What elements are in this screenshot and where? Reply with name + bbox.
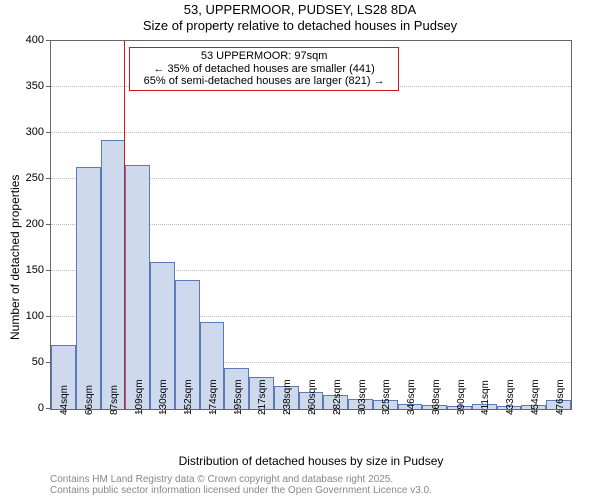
x-axis-title: Distribution of detached houses by size … [50,454,572,468]
plot-area: 05010015020025030035040044sqm66sqm87sqm1… [50,40,572,410]
y-tick [46,40,51,41]
y-tick-label: 400 [4,34,44,46]
y-tick [46,316,51,317]
x-tick [336,409,337,414]
x-tick [162,409,163,414]
annotation-line-1: 53 UPPERMOOR: 97sqm [134,50,394,63]
x-tick [138,409,139,414]
x-tick [435,409,436,414]
y-tick [46,86,51,87]
y-tick-label: 0 [4,402,44,414]
x-tick [361,409,362,414]
y-tick-label: 250 [4,172,44,184]
x-tick [237,409,238,414]
y-tick-label: 300 [4,126,44,138]
annotation-line-3: 65% of semi-detached houses are larger (… [134,75,394,88]
x-tick [534,409,535,414]
y-tick-label: 200 [4,218,44,230]
x-tick [261,409,262,414]
x-tick [113,409,114,414]
attribution-line-2: Contains public sector information licen… [50,485,432,496]
x-tick [410,409,411,414]
histogram-bar [76,167,101,409]
x-tick [311,409,312,414]
annotation-box: 53 UPPERMOOR: 97sqm← 35% of detached hou… [129,47,399,91]
x-tick [460,409,461,414]
y-tick [46,178,51,179]
x-tick [509,409,510,414]
y-tick-label: 100 [4,310,44,322]
x-tick [286,409,287,414]
y-tick-label: 350 [4,80,44,92]
chart-title: 53, UPPERMOOR, PUDSEY, LS28 8DA [0,2,600,17]
x-tick [212,409,213,414]
marker-line [124,41,125,409]
histogram-bar [101,140,126,409]
y-tick [46,224,51,225]
y-tick [46,132,51,133]
gridline [51,132,571,133]
chart-container: 53, UPPERMOOR, PUDSEY, LS28 8DA Size of … [0,0,600,500]
attribution-line-1: Contains HM Land Registry data © Crown c… [50,474,393,485]
y-tick-label: 150 [4,264,44,276]
chart-subtitle: Size of property relative to detached ho… [0,18,600,33]
y-tick-label: 50 [4,356,44,368]
x-tick [88,409,89,414]
x-tick [63,409,64,414]
y-tick [46,270,51,271]
x-tick [385,409,386,414]
x-tick [187,409,188,414]
annotation-line-2: ← 35% of detached houses are smaller (44… [134,63,394,76]
x-tick [559,409,560,414]
x-tick [484,409,485,414]
histogram-bar [125,165,150,409]
